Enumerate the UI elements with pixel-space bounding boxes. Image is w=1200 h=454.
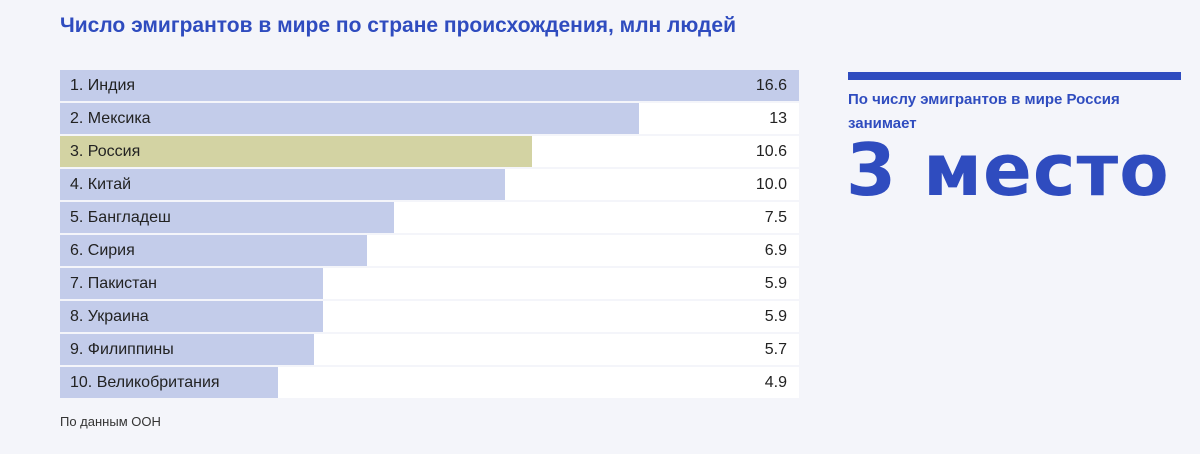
category-label: 6. Сирия [70,242,135,259]
value-label: 7.5 [764,209,787,226]
value-label: 16.6 [755,77,787,94]
value-label: 6.9 [764,242,787,259]
bar-row: 2. Мексика 13 [60,103,799,134]
bar [60,169,506,200]
bar [60,235,368,266]
bar [60,268,323,299]
bar [60,334,314,365]
category-label: 5. Бангладеш [70,209,171,226]
bar [60,202,394,233]
source-note: По данным ООН [60,414,161,429]
value-label: 10.6 [755,143,787,160]
bar-row: 9. Филиппины 5.7 [60,334,799,365]
bar [60,136,532,167]
value-label: 10.0 [755,176,787,193]
chart-title: Число эмигрантов в мире по стране происх… [60,14,736,37]
value-label: 5.7 [764,341,787,358]
callout-rule [848,72,1181,80]
bar-chart: 1. Индия 16.6 2. Мексика 13 3. Россия 10.6 4. … [60,70,799,400]
callout-rank: 3 место [846,128,1170,212]
bar [60,70,799,101]
bar-row: 4. Китай 10.0 [60,169,799,200]
value-label: 4.9 [764,374,787,391]
value-label: 5.9 [764,275,787,292]
bar [60,103,639,134]
category-label: 1. Индия [70,77,136,94]
bar [60,301,323,332]
category-label: 2. Мексика [70,110,151,127]
category-label: 9. Филиппины [70,341,174,358]
category-label: 7. Пакистан [70,275,158,292]
bar-row: 6. Сирия 6.9 [60,235,799,266]
bar-row: 5. Бангладеш 7.5 [60,202,799,233]
bar [60,367,279,398]
value-label: 13 [769,110,787,127]
category-label: 3. Россия [70,143,141,160]
bar-row: 3. Россия 10.6 [60,136,799,167]
category-label: 10. Великобритания [70,374,220,391]
callout-text: По числу эмигрантов в мире Россия занима… [848,91,1120,132]
category-label: 8. Украина [70,308,149,325]
category-label: 4. Китай [70,176,132,193]
bar-row: 1. Индия 16.6 [60,70,799,101]
bar-row: 8. Украина 5.9 [60,301,799,332]
bar-row: 10. Великобритания 4.9 [60,367,799,398]
bar-row: 7. Пакистан 5.9 [60,268,799,299]
value-label: 5.9 [764,308,787,325]
